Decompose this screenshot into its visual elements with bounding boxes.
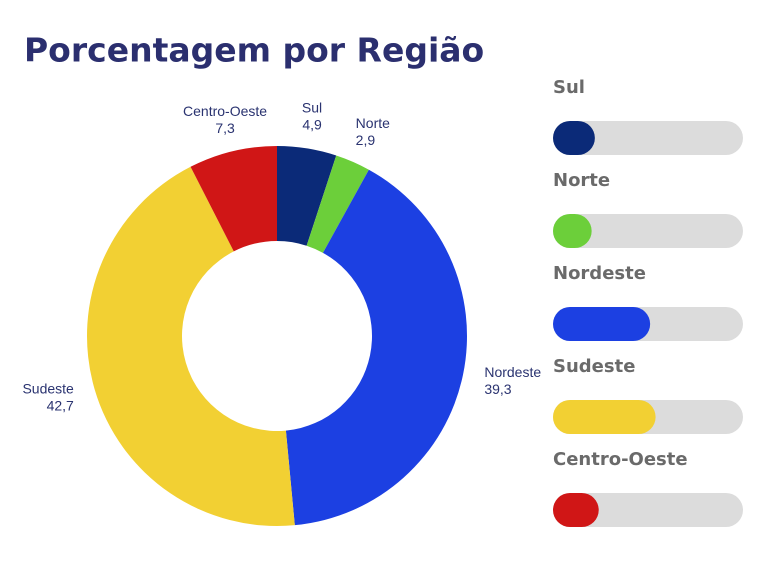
slice-label: Sudeste [22,381,74,397]
donut-slice [190,146,277,252]
legend-label: Norte [553,170,610,191]
slice-value: 7,3 [215,120,235,136]
slice-label: Nordeste [484,364,541,380]
progress-track [553,493,743,527]
legend-label: Sul [553,77,585,98]
slice-value: 39,3 [484,381,511,397]
chart-title: Porcentagem por Região [24,31,484,70]
donut-slice [277,146,337,246]
slice-label: Sul [302,99,322,115]
legend-label: Centro-Oeste [553,449,688,470]
slice-label: Centro-Oeste [183,103,267,119]
slice-value: 4,9 [302,116,322,132]
progress-fill [553,307,651,341]
legend-label: Nordeste [553,263,646,284]
progress-fill [553,493,599,527]
progress-track [553,121,743,155]
slice-value: 2,9 [356,132,376,148]
slice-value: 42,7 [47,398,74,414]
progress-track [553,214,743,248]
legend-label: Sudeste [553,356,635,377]
progress-fill [553,400,656,434]
donut-slice [285,169,468,526]
progress-fill [553,121,595,155]
donut-slice [306,155,369,253]
slice-label: Norte [356,115,390,131]
progress-fill [553,214,592,248]
donut-slice [86,166,295,527]
